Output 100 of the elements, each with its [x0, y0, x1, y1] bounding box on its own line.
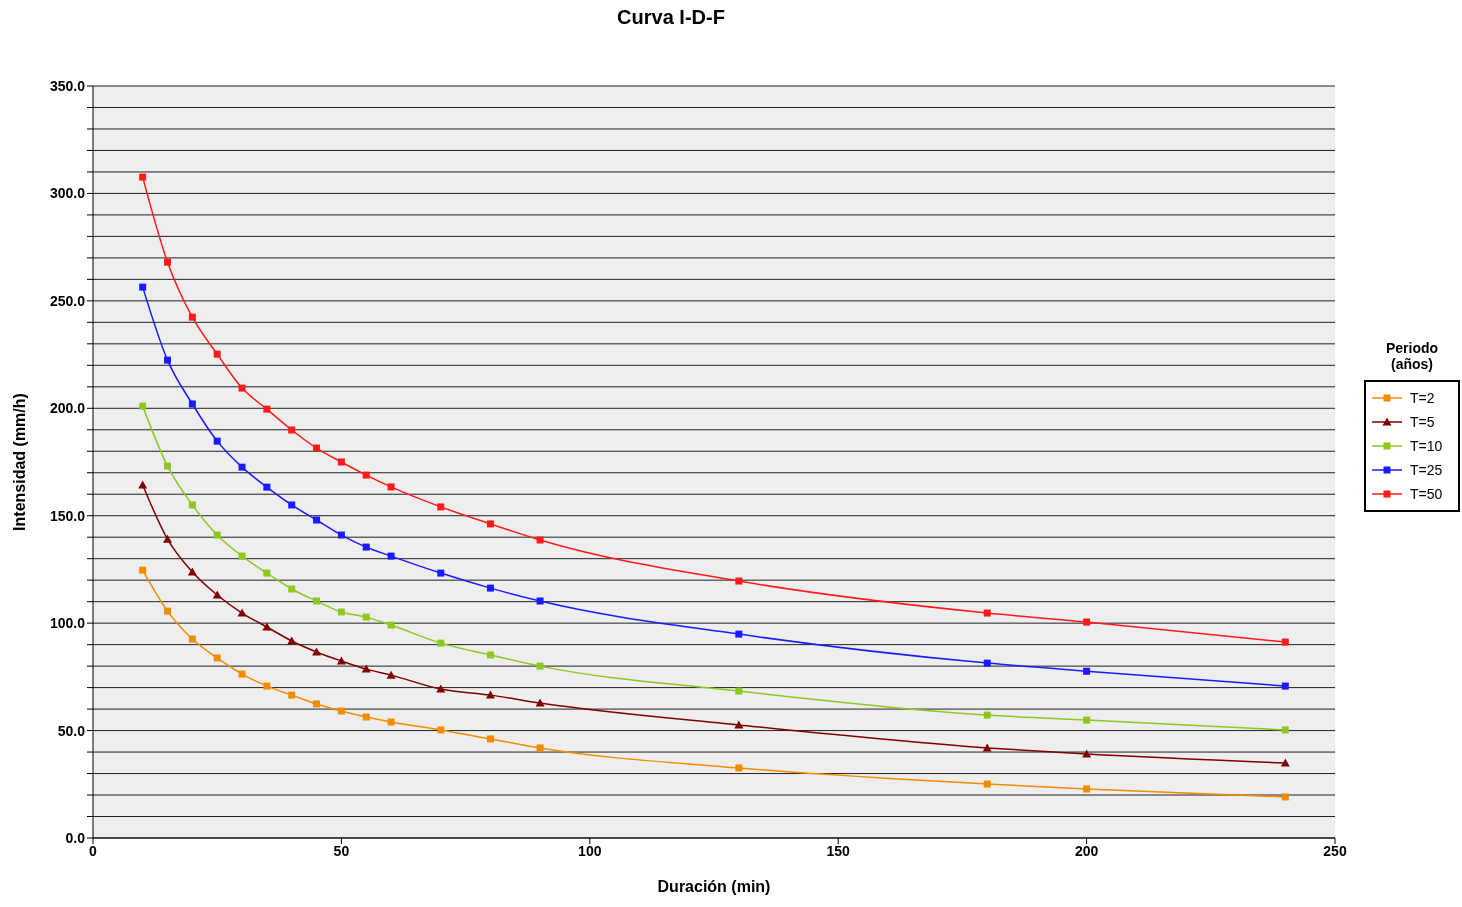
point	[313, 516, 321, 524]
point	[536, 536, 544, 544]
y-tick-label: 200.0	[49, 400, 86, 417]
point	[361, 664, 371, 673]
x-tick-label: 0	[89, 842, 98, 859]
y-tick-label: 0.0	[65, 829, 86, 846]
point	[238, 463, 246, 471]
point	[436, 684, 446, 693]
point	[486, 520, 494, 528]
point	[337, 608, 345, 616]
point	[437, 569, 445, 577]
point	[313, 700, 321, 708]
point	[983, 711, 991, 719]
point	[735, 577, 743, 585]
point	[486, 651, 494, 659]
y-tick-label: 150.0	[49, 507, 86, 524]
point	[536, 744, 544, 752]
point	[263, 569, 271, 577]
point	[1083, 667, 1091, 675]
point	[1083, 618, 1091, 626]
y-tick-label: 350.0	[49, 77, 86, 94]
point	[238, 552, 246, 560]
point	[238, 384, 246, 392]
point	[288, 691, 296, 699]
point	[288, 501, 296, 509]
point	[213, 437, 221, 445]
point	[213, 531, 221, 539]
point	[164, 607, 172, 615]
point	[1281, 793, 1289, 801]
point	[263, 682, 271, 690]
point	[536, 662, 544, 670]
point	[983, 609, 991, 617]
point	[337, 707, 345, 715]
point	[163, 534, 173, 543]
point	[1083, 716, 1091, 724]
point	[237, 608, 247, 617]
x-tick-label: 200	[1074, 842, 1099, 859]
point	[535, 698, 545, 707]
legend-label: T=50	[1410, 486, 1443, 502]
legend-label: T=5	[1410, 414, 1435, 430]
y-tick-label: 250.0	[49, 292, 86, 309]
y-tick-label: 100.0	[49, 615, 86, 632]
point	[164, 462, 172, 470]
point	[983, 659, 991, 667]
point	[188, 635, 196, 643]
point	[187, 567, 197, 576]
point	[387, 483, 395, 491]
point	[288, 426, 296, 434]
legend-title: Periodo (años)	[1384, 340, 1440, 372]
point	[337, 458, 345, 466]
point	[1281, 682, 1289, 690]
point	[1281, 726, 1289, 734]
point	[486, 735, 494, 743]
y-axis-title: Intensidad (mm/h)	[11, 393, 29, 531]
point	[983, 780, 991, 788]
point	[164, 356, 172, 364]
point	[188, 501, 196, 509]
point	[263, 483, 271, 491]
point	[437, 503, 445, 511]
point	[387, 552, 395, 560]
point	[262, 622, 272, 631]
point	[735, 764, 743, 772]
point	[735, 687, 743, 695]
point	[536, 597, 544, 605]
point	[362, 613, 370, 621]
point	[164, 258, 172, 266]
legend-label: T=2	[1410, 390, 1435, 406]
point	[263, 405, 271, 413]
point	[139, 566, 147, 574]
x-axis-title: Duración (min)	[656, 878, 772, 896]
point	[362, 543, 370, 551]
point	[139, 402, 147, 410]
point	[386, 670, 396, 679]
point	[437, 726, 445, 734]
point	[188, 400, 196, 408]
point	[1083, 785, 1091, 793]
point	[387, 718, 395, 726]
point	[486, 584, 494, 592]
point	[139, 173, 147, 181]
legend-label: T=25	[1410, 462, 1443, 478]
point	[387, 621, 395, 629]
point	[288, 585, 296, 593]
point	[362, 471, 370, 479]
point	[313, 597, 321, 605]
point	[337, 531, 345, 539]
point	[735, 630, 743, 638]
point	[213, 654, 221, 662]
point	[238, 670, 246, 678]
point	[1281, 638, 1289, 646]
point	[362, 713, 370, 721]
point	[188, 313, 196, 321]
chart-title: Curva I-D-F	[616, 6, 726, 29]
y-tick-label: 50.0	[57, 722, 86, 739]
point	[437, 639, 445, 647]
point	[213, 350, 221, 358]
legend-label: T=10	[1410, 438, 1443, 454]
point	[139, 283, 147, 291]
x-tick-label: 250	[1323, 842, 1347, 859]
point	[1280, 758, 1290, 767]
point	[313, 444, 321, 452]
